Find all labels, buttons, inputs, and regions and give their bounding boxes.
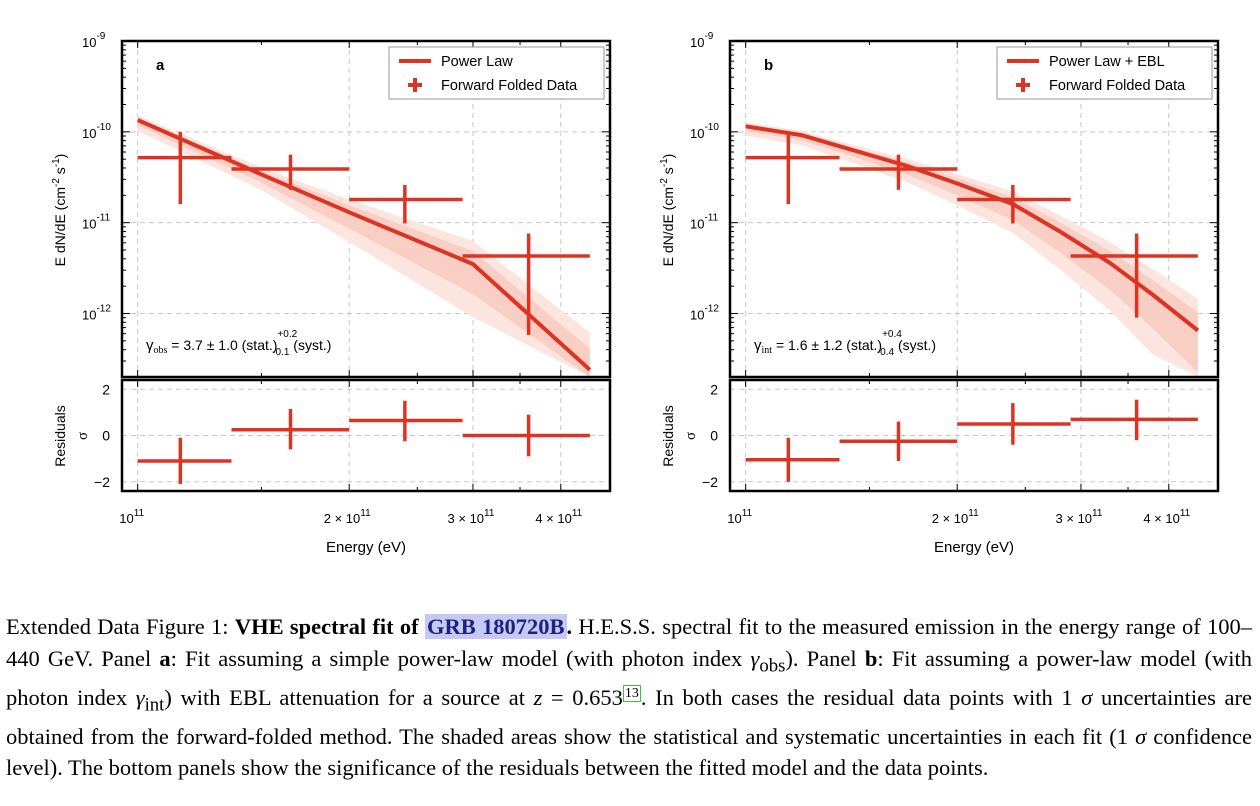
legend-box: [996, 46, 1213, 100]
residual-point: [462, 414, 590, 457]
resid-tick-label: 2: [710, 381, 718, 397]
data-point: [137, 131, 232, 205]
x-axis-label: Energy (eV): [934, 539, 1014, 556]
x-axis-label: Energy (eV): [326, 539, 406, 556]
y-tick-label: 10-9: [690, 31, 714, 50]
legend-entry: Power Law: [441, 54, 513, 70]
figure: 10-9 10-10 10-11 10-12 2 0 −2 1011 2 × 1011 3 × 1…: [51, 31, 1220, 556]
x-tick-label: 2 × 1011: [324, 508, 371, 526]
data-point: [839, 154, 958, 190]
resid-axis-label: Residuals: [660, 405, 676, 466]
x-ticks: [745, 41, 1170, 491]
panel-label: b: [764, 57, 773, 74]
resid-axis-sigma: σ: [75, 432, 91, 440]
y-tick-label: 10-12: [82, 304, 111, 323]
main-frame: [728, 39, 1220, 379]
data-point: [1070, 233, 1198, 318]
y-tick-label: 10-11: [82, 213, 111, 232]
legend: Power Law Forward Folded Data: [388, 46, 605, 100]
photon-index-annotation: γobs = 3.7 ± 1.0 (stat.)+0.2 -0.1 (syst.): [146, 329, 331, 358]
residual-point: [957, 403, 1071, 445]
resid-tick-label: 0: [102, 428, 110, 444]
main-frame: [120, 39, 612, 379]
y-tick-label: 10-11: [690, 213, 719, 232]
residual-point: [137, 437, 232, 485]
data-point: [957, 184, 1071, 224]
y-axis-label: E dN/dE (cm-2 s-1): [659, 154, 676, 267]
residual-point: [231, 408, 350, 450]
resid-tick-label: 0: [710, 428, 718, 444]
residual-point: [1070, 399, 1198, 441]
photon-index-annotation: γint = 1.6 ± 1.2 (stat.)+0.4 -0.4 (syst.): [754, 329, 936, 358]
y-tick-label: 10-10: [690, 122, 719, 141]
legend-entry: Power Law + EBL: [1049, 54, 1165, 70]
y-ticks: [122, 40, 610, 378]
legend-entry: Forward Folded Data: [441, 78, 578, 94]
residual-point: [839, 421, 958, 461]
x-ticks: [137, 41, 562, 491]
resid-tick-label: 2: [102, 381, 110, 397]
y-ticks: [730, 40, 1218, 378]
residual-frame: [728, 378, 1220, 493]
data-point: [349, 184, 463, 224]
grb-link[interactable]: GRB 180720B: [424, 614, 567, 639]
resid-tick-label: −2: [94, 474, 110, 490]
panel-b: 10-9 10-10 10-11 10-12 2 0 −2 1011 2 × 1011 3 × 1…: [659, 31, 1220, 556]
residual-point: [745, 437, 840, 482]
systematic-uncertainty-band: [137, 115, 590, 378]
x-tick-label: 1011: [119, 508, 144, 526]
systematic-uncertainty-band: [745, 122, 1198, 377]
data-point: [231, 154, 350, 190]
legend-entry: Forward Folded Data: [1049, 78, 1186, 94]
y-tick-label: 10-12: [690, 304, 719, 323]
x-tick-label: 3 × 1011: [448, 508, 495, 526]
resid-tick-label: −2: [702, 474, 718, 490]
resid-axis-label: Residuals: [52, 405, 68, 466]
y-tick-label: 10-9: [82, 31, 106, 50]
x-tick-label: 4 × 1011: [1143, 508, 1190, 526]
x-tick-label: 2 × 1011: [932, 508, 979, 526]
resid-axis-sigma: σ: [683, 432, 699, 440]
panel-a: 10-9 10-10 10-11 10-12 2 0 −2 1011 2 × 1011 3 × 1…: [51, 31, 612, 556]
data-point: [745, 131, 840, 205]
data-point: [462, 233, 590, 335]
y-tick-label: 10-10: [82, 122, 111, 141]
x-tick-label: 1011: [727, 508, 752, 526]
legend-box: [388, 46, 605, 100]
legend: Power Law + EBL Forward Folded Data: [996, 46, 1213, 100]
residual-point: [349, 400, 463, 442]
residual-frame: [120, 378, 612, 493]
x-tick-label: 3 × 1011: [1056, 508, 1103, 526]
reference-link[interactable]: 13: [622, 684, 641, 702]
model-curve: [745, 124, 1200, 333]
figure-caption: Extended Data Figure 1: VHE spectral fit…: [6, 614, 1253, 781]
x-tick-label: 4 × 1011: [535, 508, 582, 526]
panel-label: a: [156, 57, 165, 74]
statistical-uncertainty-band: [137, 117, 590, 377]
y-axis-label: E dN/dE (cm-2 s-1): [51, 154, 68, 267]
